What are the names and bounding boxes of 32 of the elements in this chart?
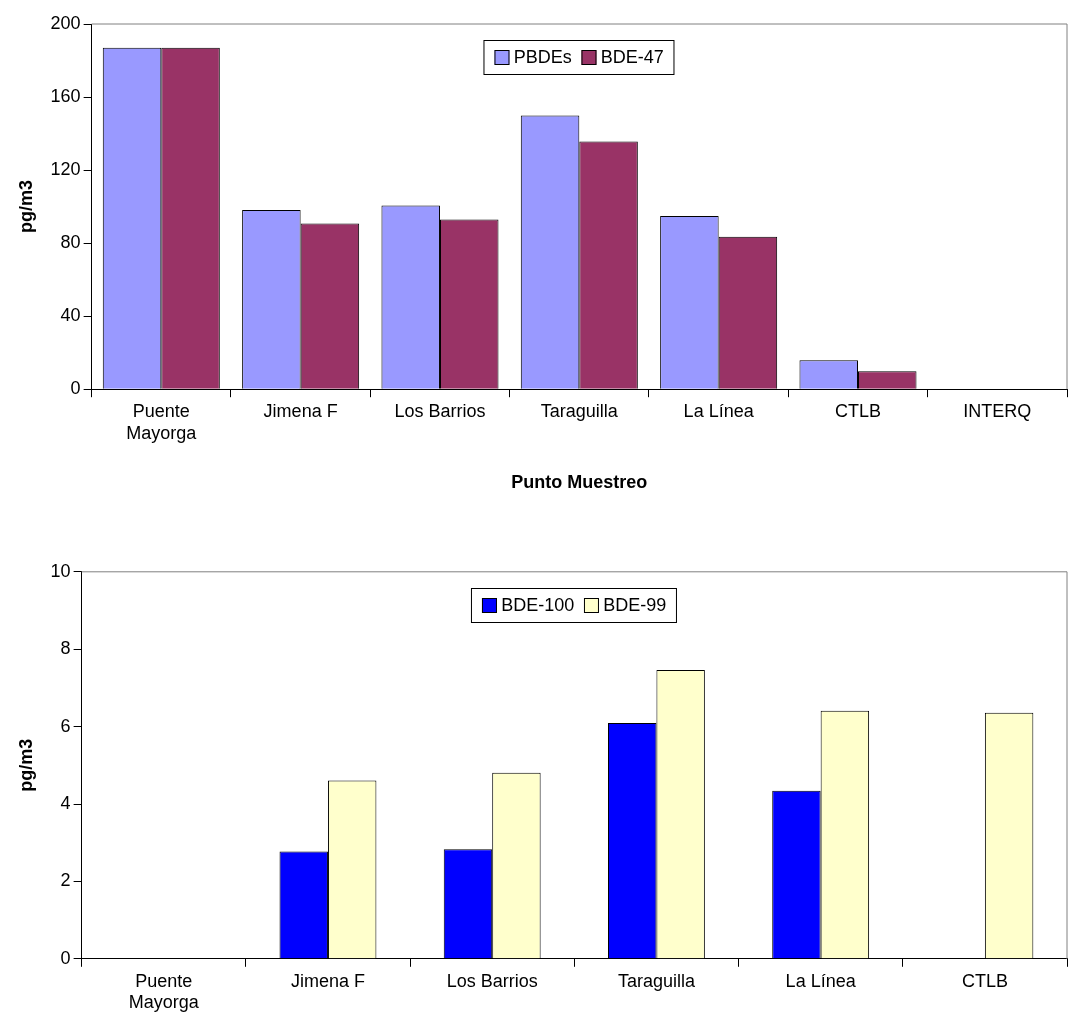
x-tick-label: Jimena F [263,400,338,421]
legend-label: PBDEs [513,47,572,68]
y-tick-label: 6 [60,715,71,736]
x-tick-label: Puente Mayorga [126,400,198,443]
y-tick-label: 120 [50,159,81,180]
x-tick-label: INTERQ [963,400,1032,421]
y-tick-label: 40 [60,305,81,326]
y-axis-title: pg/m3 [15,180,36,234]
y-tick-label: 8 [60,638,71,659]
legend-label: BDE-99 [603,594,667,616]
x-tick-label: La Línea [683,400,755,421]
y-tick-label: 0 [60,947,71,968]
x-tick-label: Puente Mayorga [128,970,200,1013]
x-tick-label: Los Barrios [446,970,538,991]
x-tick-label: Taraguilla [540,400,619,421]
x-axis-title: Punto Muestreo [511,472,648,493]
x-tick-label: CTLB [961,970,1008,991]
y-tick-label: 2 [60,870,71,891]
x-tick-label: Los Barrios [394,400,486,421]
y-tick-label: 0 [70,378,81,399]
y-tick-label: 4 [60,792,71,813]
legend-label: BDE-100 [501,594,575,616]
y-axis-title: pg/m3 [15,738,36,792]
y-tick-label: 10 [50,560,71,581]
x-tick-label: Taraguilla [617,970,696,991]
y-tick-label: 200 [50,12,81,33]
x-tick-label: La Línea [785,970,857,991]
y-tick-label: 160 [50,86,81,107]
x-tick-label: CTLB [834,400,881,421]
y-tick-label: 80 [60,232,81,253]
legend-label: BDE-47 [600,47,664,68]
x-tick-label: Jimena F [290,970,365,991]
